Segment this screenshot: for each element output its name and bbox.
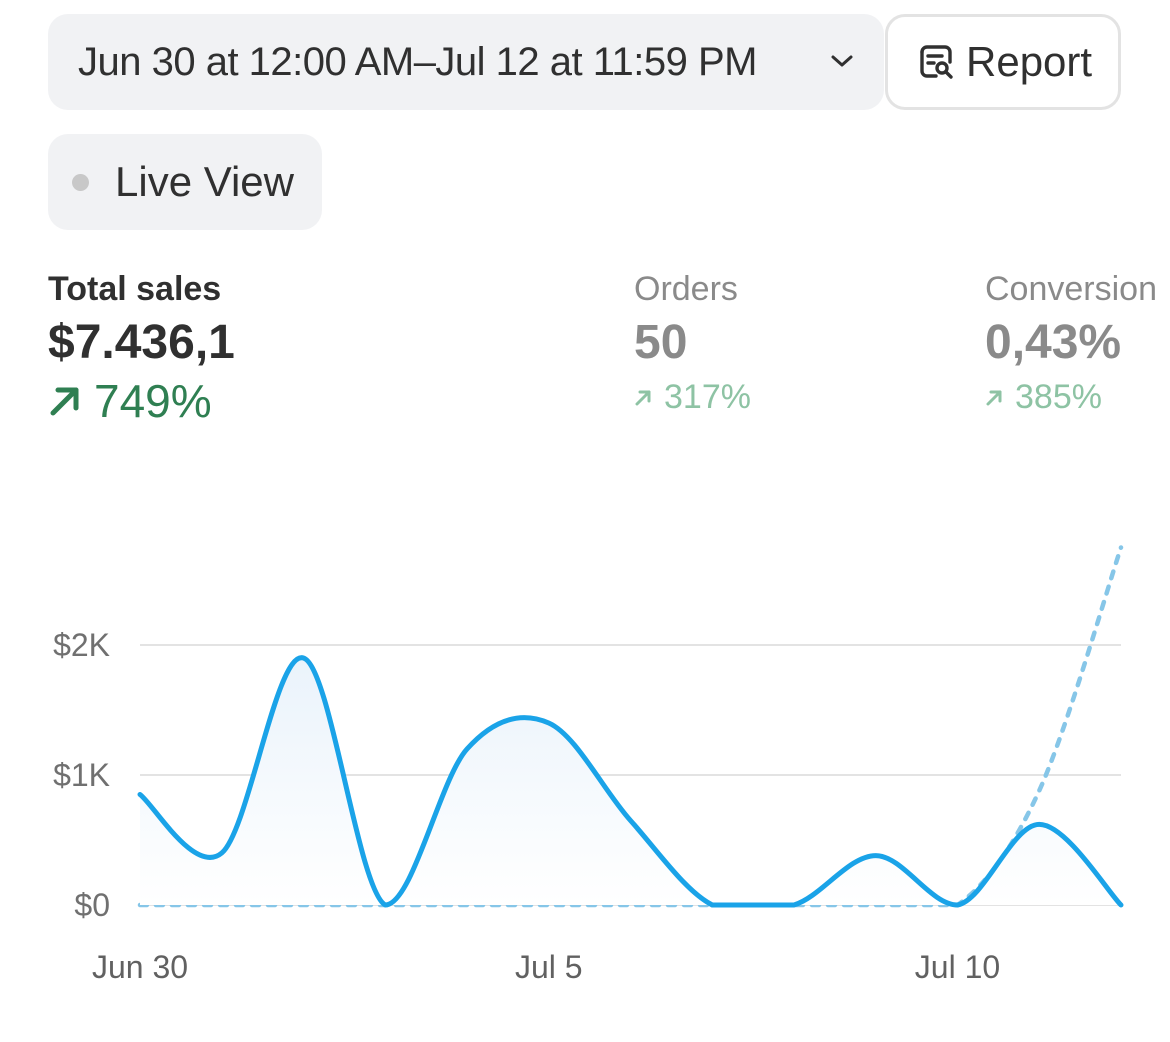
date-range-button[interactable]: Jun 30 at 12:00 AM–Jul 12 at 11:59 PM [48, 14, 884, 110]
metric-change-value: 385% [1015, 378, 1102, 416]
y-tick-label: $2K [53, 627, 110, 663]
arrow-up-right-icon [635, 390, 651, 405]
metric-value: 0,43% [985, 316, 1122, 369]
metric-conversion[interactable]: Conversion 0,43% 385% [985, 270, 1157, 417]
metric-change-value: 317% [664, 378, 751, 416]
current-series-area [140, 657, 1121, 905]
x-tick-label: Jul 10 [915, 949, 1000, 985]
x-tick-label: Jul 5 [515, 949, 583, 985]
arrow-up-right-icon [50, 387, 79, 416]
metric-orders[interactable]: Orders 50 317% [634, 270, 751, 417]
metric-change-value: 749% [94, 375, 212, 427]
chevron-down-icon [831, 55, 853, 67]
metric-value: $7.436,1 [48, 316, 235, 369]
live-view-button[interactable]: Live View [48, 134, 322, 230]
live-status-dot [72, 173, 89, 191]
live-view-label: Live View [115, 158, 294, 205]
report-search-icon [920, 45, 953, 79]
metric-label: Total sales [48, 270, 222, 308]
current-series-line [137, 655, 1124, 908]
y-tick-label: $0 [74, 887, 110, 923]
metric-change: 385% [985, 378, 1157, 417]
metric-label: Conversion [985, 270, 1157, 308]
metric-total-sales[interactable]: Total sales $7.436,1 749% [48, 270, 235, 428]
report-button[interactable]: Report [885, 14, 1121, 110]
y-tick-label: $1K [53, 757, 110, 793]
report-label: Report [966, 38, 1093, 85]
metric-change: 749% [48, 374, 235, 428]
arrow-up-right-icon [986, 390, 1002, 405]
date-range-label: Jun 30 at 12:00 AM–Jul 12 at 11:59 PM [78, 39, 758, 84]
sales-line-chart[interactable]: $0 $1K $2K Jun 30 Jul 5 Jul 10 [0, 520, 1170, 1000]
metric-change: 317% [634, 378, 751, 417]
metric-label: Orders [634, 270, 738, 308]
x-tick-label: Jun 30 [92, 949, 188, 985]
metric-value: 50 [634, 316, 688, 369]
